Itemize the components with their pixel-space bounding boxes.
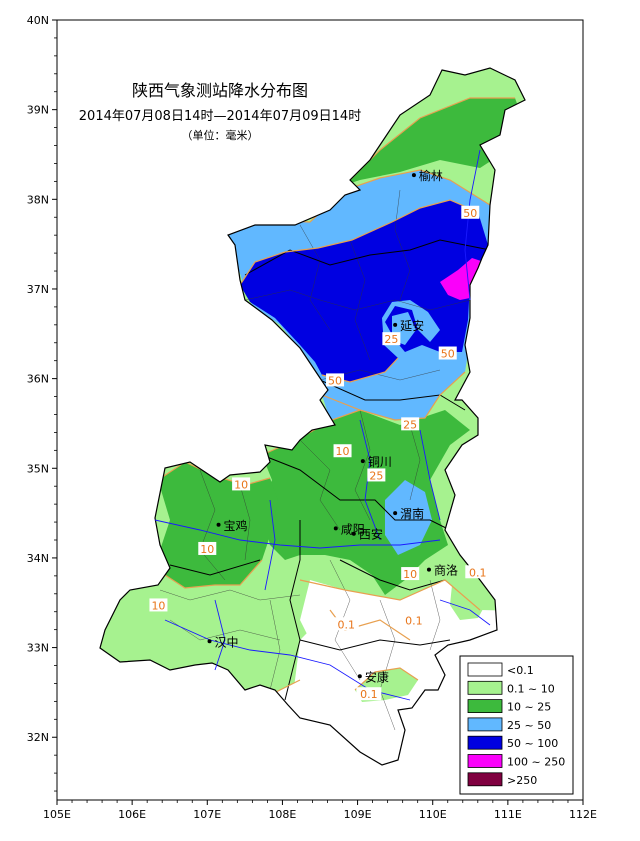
contour-label: 0.1	[405, 615, 423, 628]
contour-labels: 50 25 50 50 25 10 25 10 10 10 0.1 10 0.1 0.1 0.1	[149, 205, 491, 701]
x-tick-label: 105E	[43, 808, 71, 821]
city-dot	[393, 511, 398, 516]
x-tick-label: 111E	[494, 808, 522, 821]
x-tick-label: 112E	[569, 808, 597, 821]
legend-label: 50 ~ 100	[507, 737, 558, 750]
contour-label-bg	[326, 373, 345, 387]
legend-swatch	[467, 754, 503, 768]
y-tick-label: 39N	[27, 104, 49, 117]
city-label: 铜川	[368, 454, 392, 469]
contour-label: 10	[151, 599, 165, 612]
legend: <0.1 0.1 ~ 10 10 ~ 25 25 ~ 50 50 ~ 100 100 ~ …	[459, 655, 574, 795]
contour-label-bg	[149, 598, 168, 612]
contour-label: 0.1	[360, 688, 378, 701]
rainfall-zone-25-50-weinan	[385, 480, 432, 555]
legend-label: <0.1	[507, 664, 534, 677]
contour-label: 10	[200, 543, 214, 556]
contour-label-bg	[401, 613, 427, 627]
legend-label: 0.1 ~ 10	[507, 682, 555, 695]
y-tick-label: 34N	[27, 552, 49, 565]
contour-label-bg	[461, 205, 480, 219]
city-label: 汉中	[215, 634, 239, 649]
city-label: 渭南	[400, 506, 424, 521]
city-label: 安康	[365, 669, 389, 684]
legend-swatch	[467, 680, 503, 695]
county-boundaries	[159, 189, 471, 731]
contour-label: 50	[441, 348, 455, 361]
contour-label: 50	[328, 374, 342, 387]
city-dot	[360, 459, 365, 464]
contour-label-bg	[198, 541, 217, 555]
contour-label-bg	[438, 346, 457, 360]
y-tick-label: 33N	[27, 642, 49, 655]
city-dot	[207, 639, 212, 644]
legend-label: 100 ~ 250	[507, 756, 565, 769]
contour-label-bg	[333, 444, 352, 458]
map-period: 2014年07月08日14时—2014年07月09日14时	[79, 109, 361, 124]
x-tick-label: 107E	[193, 808, 221, 821]
contour-label: 25	[384, 333, 398, 346]
city-dot	[216, 522, 221, 527]
legend-swatch	[467, 699, 503, 713]
y-ticks: 40N 39N 38N 37N 36N 35N 34N 33N 32N	[27, 14, 57, 792]
y-tick-label: 35N	[27, 462, 49, 475]
legend-label: 25 ~ 50	[507, 719, 551, 732]
city-dot	[426, 567, 431, 572]
contour-label: 25	[369, 469, 383, 482]
city-label: 榆林	[419, 168, 443, 183]
city-label: 西安	[359, 527, 383, 542]
province-outline	[99, 67, 526, 766]
contour-label-bg	[465, 565, 491, 579]
legend-swatch	[467, 735, 503, 750]
y-tick-label: 36N	[27, 373, 49, 386]
city-label: 宝鸡	[224, 518, 248, 533]
contour-label-bg	[333, 617, 359, 631]
city-label: 商洛	[434, 563, 458, 578]
city-dot	[393, 322, 398, 327]
map-unit: （单位：毫米）	[182, 128, 259, 142]
x-ticks: 105E 106E 107E 108E 109E 110E 111E 112E	[43, 800, 597, 821]
contour-label: 10	[403, 568, 417, 581]
x-tick-label: 108E	[268, 808, 296, 821]
y-tick-label: 38N	[27, 193, 49, 206]
contour-label-bg	[401, 567, 420, 581]
city-dot	[411, 173, 416, 178]
city-label: 咸阳	[341, 522, 365, 536]
y-tick-label: 32N	[27, 731, 49, 744]
x-tick-label: 106E	[118, 808, 146, 821]
y-tick-label: 40N	[27, 14, 49, 27]
city-dot	[351, 531, 356, 536]
legend-swatch	[467, 717, 503, 732]
legend-label: 10 ~ 25	[507, 701, 551, 714]
city-dot	[333, 526, 338, 531]
contour-label-bg	[382, 332, 401, 346]
city-dot	[357, 674, 362, 679]
contour-label-bg	[232, 477, 251, 491]
legend-swatch	[467, 772, 503, 787]
y-tick-label: 37N	[27, 283, 49, 296]
contour-label: 50	[463, 207, 477, 220]
legend-label: >250	[507, 774, 537, 787]
contour-label: 10	[336, 445, 350, 458]
contour-label: 0.1	[338, 618, 356, 631]
rainfall-zone-10-25-north	[345, 98, 525, 185]
x-tick-label: 110E	[419, 808, 447, 821]
map-title: 陕西气象测站降水分布图	[132, 81, 308, 100]
x-tick-label: 109E	[344, 808, 372, 821]
contour-label: 0.1	[469, 566, 487, 579]
rainfall-zone-50-100	[240, 200, 488, 382]
legend-swatch	[467, 662, 503, 677]
contour-label-bg	[401, 417, 420, 431]
contour-label-bg	[367, 468, 386, 482]
contour-label: 25	[403, 418, 417, 431]
contour-label-bg	[356, 687, 382, 701]
city-label: 延安	[400, 318, 424, 333]
contour-label: 10	[234, 478, 248, 491]
